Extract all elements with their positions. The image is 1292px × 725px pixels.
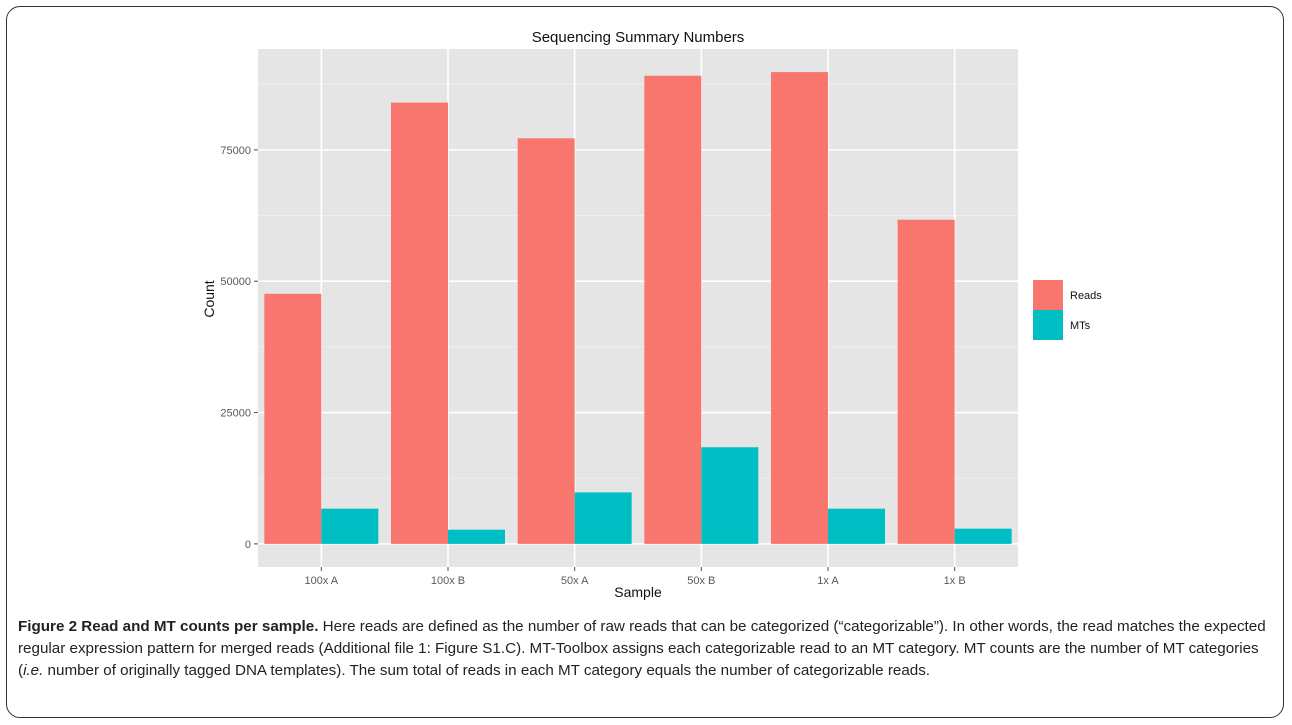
y-axis-label: Count bbox=[201, 280, 217, 317]
plot-panel bbox=[258, 49, 1018, 567]
bar-reads bbox=[771, 72, 828, 544]
x-tick-label: 1x B bbox=[944, 575, 966, 587]
legend-key-mts bbox=[1033, 310, 1063, 340]
legend-label-mts: MTs bbox=[1070, 320, 1091, 332]
bars bbox=[264, 72, 1012, 544]
caption-title: Figure 2 Read and MT counts per sample. bbox=[18, 618, 319, 635]
caption-text-2: number of originally tagged DNA template… bbox=[43, 662, 931, 679]
x-tick-label: 50x A bbox=[561, 575, 589, 587]
bar-reads bbox=[897, 219, 955, 544]
y-tick-label: 50000 bbox=[220, 276, 251, 288]
legend: Reads MTs bbox=[1033, 280, 1102, 340]
bar-chart: Sequencing Summary Numbers 0 25000 50000 75… bbox=[201, 29, 1102, 600]
x-tick-label: 100x A bbox=[305, 575, 339, 587]
bar-mts bbox=[321, 508, 379, 544]
chart-title: Sequencing Summary Numbers bbox=[532, 29, 745, 46]
figure-caption: Figure 2 Read and MT counts per sample. … bbox=[18, 616, 1280, 682]
bar-mts bbox=[574, 492, 632, 544]
x-tick-label: 100x B bbox=[431, 575, 465, 587]
bar-mts bbox=[954, 528, 1012, 544]
bar-reads bbox=[644, 75, 702, 544]
caption-text-1: Here reads are defined as the number of … bbox=[18, 618, 1266, 679]
bar-reads bbox=[391, 102, 448, 544]
bar-mts bbox=[701, 447, 759, 544]
legend-label-reads: Reads bbox=[1070, 290, 1102, 302]
y-tick-label: 0 bbox=[245, 539, 251, 551]
bar-reads bbox=[264, 293, 322, 544]
bar-mts bbox=[448, 529, 505, 544]
y-tick-label: 75000 bbox=[220, 145, 251, 157]
y-axis-ticks: 0 25000 50000 75000 bbox=[220, 145, 258, 551]
caption-ie: i.e. bbox=[23, 662, 44, 679]
bar-reads bbox=[517, 138, 575, 544]
y-tick-label: 25000 bbox=[220, 408, 251, 420]
x-tick-label: 50x B bbox=[687, 575, 715, 587]
legend-key-reads bbox=[1033, 280, 1063, 310]
x-tick-label: 1x A bbox=[817, 575, 839, 587]
bar-mts bbox=[828, 508, 885, 544]
x-axis-ticks: 100x A 100x B 50x A 50x B 1x A 1x B bbox=[305, 567, 966, 587]
x-axis-label: Sample bbox=[614, 584, 662, 600]
